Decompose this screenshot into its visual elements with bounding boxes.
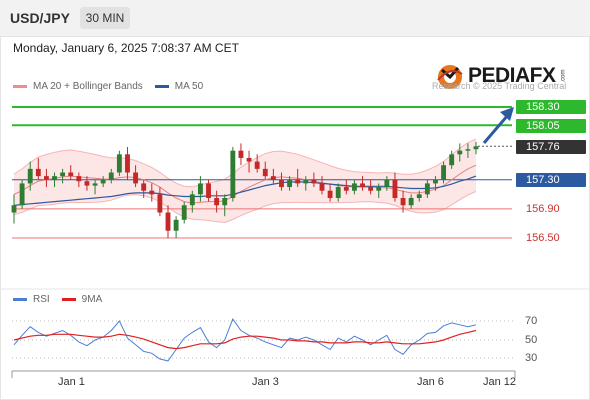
forecast-arrow-shaft: [482, 114, 510, 144]
candle-body: [92, 183, 98, 186]
candle-body: [457, 150, 463, 155]
chart-datetime: Monday, January 6, 2025 7:08:37 AM CET: [13, 41, 239, 55]
candle-body: [100, 179, 106, 184]
candle-body: [433, 179, 438, 184]
level-tag-158-30: 158.30: [516, 100, 586, 114]
forecast-arrow-head-icon: [500, 107, 514, 121]
bollinger-legend-label: MA 20 + Bollinger Bands: [33, 81, 143, 92]
candle-body: [230, 150, 236, 198]
candle-body: [465, 149, 471, 151]
bollinger-upper-line: [13, 138, 477, 188]
x-tick-jan-1: Jan 1: [58, 376, 85, 388]
candle-body: [319, 183, 325, 191]
rsi-ma9-line: [13, 329, 477, 350]
candle-body: [43, 176, 49, 180]
candle-body: [416, 194, 422, 198]
candle-body: [303, 179, 309, 184]
rsi-line: [13, 318, 477, 362]
candle-body: [311, 179, 317, 184]
candle-body: [279, 179, 284, 188]
logo-mark-icon: [437, 65, 463, 89]
candle-body: [295, 179, 301, 184]
candle-body: [424, 183, 430, 195]
candle-body: [116, 154, 122, 173]
candle-body: [335, 187, 341, 198]
candle-body: [197, 183, 203, 195]
candle-body: [262, 168, 268, 177]
bollinger-lower-line: [13, 190, 477, 224]
x-tick-jan-6: Jan 6: [417, 376, 444, 388]
rsi-axis-70: 70: [525, 315, 538, 327]
rsi-swatch: [13, 298, 27, 301]
candle-body: [84, 181, 90, 186]
candle-body: [287, 179, 293, 188]
candle-body: [400, 197, 406, 206]
candle-body: [11, 205, 17, 213]
rsi-axis-30: 30: [525, 352, 538, 364]
level-tag-158-05: 158.05: [516, 119, 586, 133]
candle-body: [270, 176, 276, 180]
x-tick-jan-3: Jan 3: [252, 376, 279, 388]
candle-body: [392, 179, 398, 198]
level-tag-current-price: 157.76: [516, 140, 586, 154]
candle-body: [384, 179, 390, 188]
price-legend: MA 20 + Bollinger Bands MA 50: [13, 81, 203, 92]
candle-body: [108, 172, 114, 180]
candle-body: [60, 172, 66, 177]
ma9-legend-label: 9MA: [81, 294, 103, 305]
candle-body: [76, 176, 82, 182]
candle-body: [173, 219, 179, 231]
rsi-axis-50: 50: [525, 334, 538, 346]
candle-body: [376, 187, 382, 191]
candle-body: [368, 187, 374, 191]
candle-body: [19, 183, 25, 206]
pediafx-logo: PEDIAFX .com: [432, 58, 570, 94]
x-tick-jan-12: Jan 12: [483, 376, 517, 388]
candle-body: [343, 187, 349, 191]
candle-body: [327, 190, 333, 198]
candle-body: [214, 197, 220, 206]
rsi-legend-label: RSI: [33, 294, 50, 305]
logo-text: PEDIAFX: [468, 64, 556, 87]
level-tag-156-90: 156.90: [526, 203, 560, 215]
ma9-swatch: [61, 298, 76, 301]
candle-body: [157, 194, 163, 213]
ma50-swatch: [154, 85, 169, 88]
candle-body: [206, 183, 211, 198]
level-tag-157-30: 157.30: [516, 173, 586, 187]
candle-body: [181, 205, 187, 220]
title-bar: USD/JPY 30 MIN: [0, 0, 590, 36]
candle-body: [133, 172, 139, 184]
candle-body: [141, 183, 147, 191]
candle-body: [27, 168, 33, 184]
candle-body: [351, 183, 357, 191]
candle-body: [52, 176, 57, 180]
candle-body: [360, 183, 365, 188]
candle-body: [449, 154, 455, 166]
level-tag-156-50: 156.50: [526, 232, 560, 244]
candle-body: [68, 172, 74, 177]
ma50-line: [13, 175, 477, 206]
ma20-line: [13, 164, 477, 204]
candle-body: [149, 190, 155, 195]
candle-body: [35, 168, 41, 177]
ma50-legend-label: MA 50: [174, 81, 204, 92]
candle-body: [408, 197, 414, 206]
copyright-text: Research © 2025 Trading Central: [432, 81, 567, 91]
candle-body: [473, 146, 479, 150]
candle-body: [222, 197, 228, 206]
bollinger-swatch: [13, 85, 27, 88]
rsi-legend: RSI 9MA: [13, 294, 102, 305]
candle-body: [125, 154, 130, 173]
candle-body: [441, 165, 447, 180]
candle-body: [254, 161, 260, 169]
candle-body: [165, 212, 171, 231]
candle-body: [246, 157, 252, 162]
candle-body: [189, 194, 195, 206]
symbol-label: USD/JPY: [10, 10, 70, 26]
timeframe-button[interactable]: 30 MIN: [80, 7, 130, 29]
candle-body: [238, 150, 244, 158]
